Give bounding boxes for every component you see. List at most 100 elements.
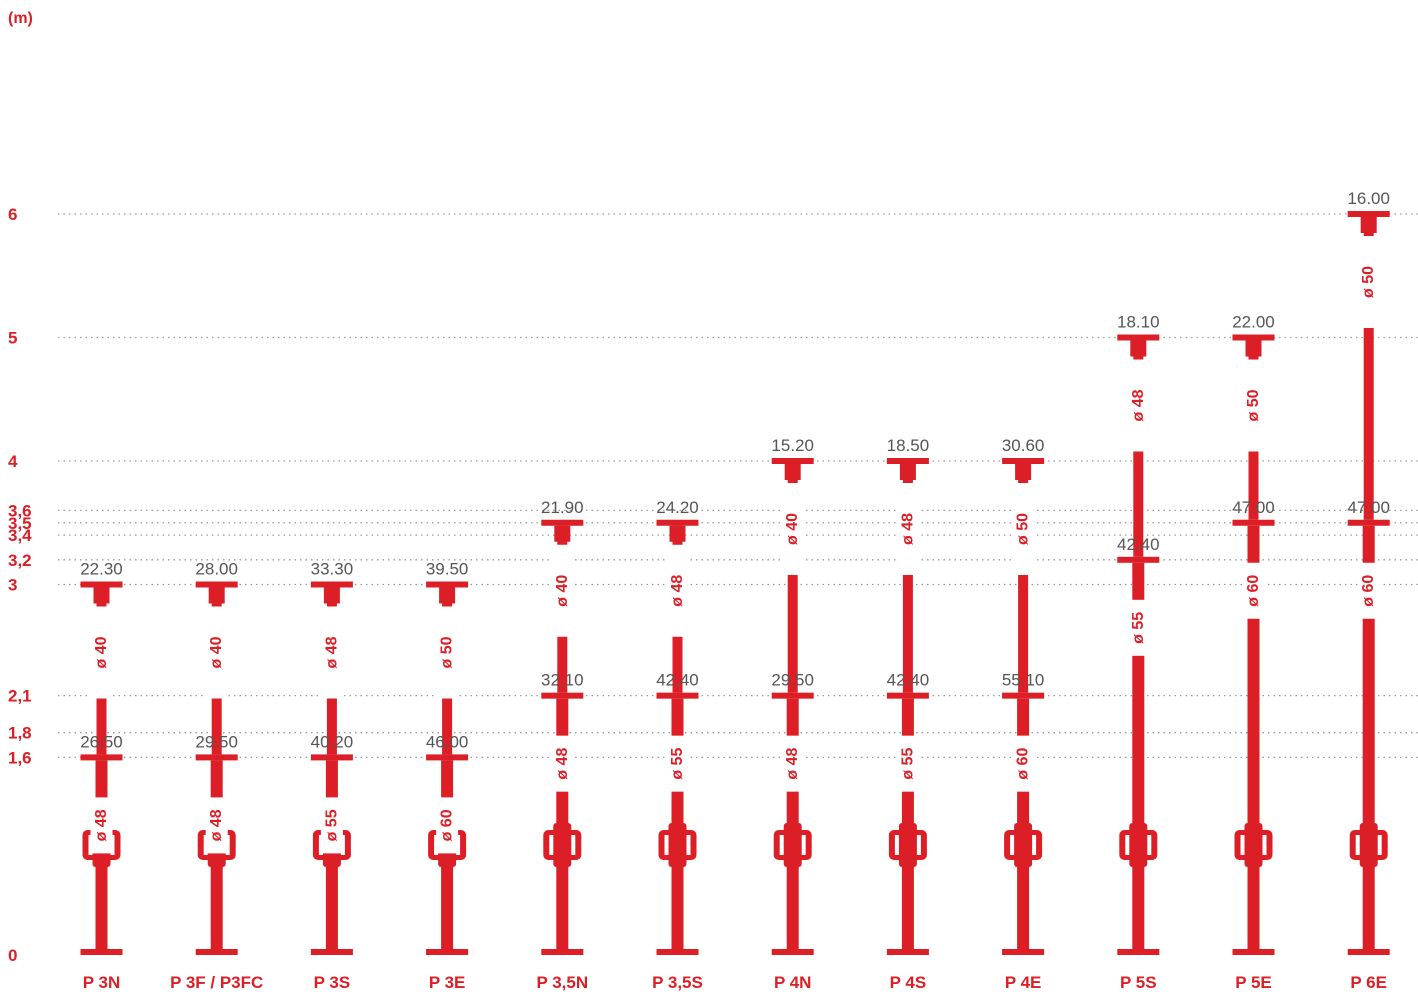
outer-diameter-label: ø 55: [323, 809, 340, 841]
y-tick-label: 3,4: [8, 526, 32, 545]
prop-item: ø 60 ø 50 47.00 16.00: [1347, 189, 1390, 955]
prop-name: P 3E: [429, 973, 466, 992]
y-tick-label: 0: [8, 946, 17, 965]
min-height-value: 46.00: [426, 732, 469, 751]
min-height-value: 47.00: [1347, 498, 1390, 517]
prop-name: P 3F / P3FC: [170, 973, 263, 992]
prop-item: ø 48 ø 40 26.50 22.30: [80, 560, 123, 955]
base-plate: [1347, 949, 1390, 955]
collar-gap: [779, 835, 786, 855]
max-height-cap: [1117, 334, 1160, 341]
min-height-value: 29.50: [195, 732, 238, 751]
max-height-value: 16.00: [1347, 189, 1390, 208]
inner-diameter-label: ø 50: [439, 636, 456, 668]
min-height-cap: [656, 692, 699, 699]
collar-core: [668, 823, 687, 867]
min-height-cap: [195, 754, 238, 761]
label-gap: [781, 735, 804, 792]
inner-diameter-label: ø 48: [669, 575, 686, 607]
max-height-cap: [541, 519, 584, 526]
min-height-cap: [310, 754, 353, 761]
base-plate: [80, 949, 123, 955]
max-height-value: 18.10: [1117, 313, 1160, 332]
max-height-value: 30.60: [1002, 436, 1045, 455]
max-height-cap: [310, 581, 353, 588]
max-height-value: 24.20: [656, 498, 699, 517]
cap-stub: [1360, 217, 1377, 233]
collar-gap: [1260, 835, 1267, 855]
max-height-value: 15.20: [771, 436, 814, 455]
min-height-cap: [1232, 519, 1275, 526]
prop-item: ø 55 ø 48 40.20 33.30: [310, 560, 353, 955]
base-plate: [1232, 949, 1275, 955]
max-height-value: 22.30: [80, 560, 123, 579]
collar-gap: [894, 835, 901, 855]
prop-item: ø 48 ø 40 29.50 15.20: [771, 436, 814, 955]
outer-diameter-label: ø 55: [669, 748, 686, 780]
label-gap: [90, 797, 113, 854]
inner-tube: [1018, 464, 1029, 693]
collar-gap: [1145, 835, 1152, 855]
prop-item: ø 55 ø 48 42.40 18.10: [1117, 313, 1160, 955]
max-height-value: 39.50: [426, 560, 469, 579]
collar-core: [1014, 823, 1033, 867]
outer-diameter-label: ø 60: [1245, 575, 1262, 607]
inner-diameter-label: ø 40: [784, 513, 801, 545]
y-tick-label: 1,6: [8, 748, 32, 767]
max-height-cap: [1232, 334, 1275, 341]
min-height-value: 42.40: [1117, 535, 1160, 554]
cap-stub: [93, 587, 110, 604]
label-gap: [1242, 359, 1265, 452]
base-plate: [886, 949, 929, 955]
max-height-cap: [1347, 211, 1390, 217]
min-height-cap: [426, 754, 469, 761]
label-gap: [666, 544, 689, 637]
prop-name: P 4N: [774, 973, 812, 992]
prop-item: ø 48 ø 40 29.50 28.00: [195, 560, 238, 955]
cap-stub: [1130, 340, 1147, 357]
collar-gap: [1125, 835, 1132, 855]
label-gap: [320, 797, 343, 854]
outer-diameter-label: ø 55: [899, 748, 916, 780]
label-gap: [1357, 236, 1380, 328]
label-gap: [436, 797, 459, 854]
inner-tube: [1363, 217, 1374, 520]
prop-item: ø 55 ø 48 42.40 24.20: [656, 498, 699, 955]
base-plate: [656, 949, 699, 955]
collar-core: [553, 823, 572, 867]
outer-diameter-label: ø 48: [554, 748, 571, 780]
prop-item: ø 60 ø 50 55.10 30.60: [1002, 436, 1045, 955]
max-height-value: 21.90: [541, 498, 584, 517]
label-gap: [90, 606, 113, 699]
outer-diameter-label: ø 55: [1130, 612, 1147, 644]
unit-label: (m): [8, 10, 33, 27]
collar-gap: [1010, 835, 1017, 855]
label-gap: [1012, 735, 1035, 792]
min-height-cap: [1002, 692, 1045, 699]
inner-diameter-label: ø 50: [1015, 513, 1032, 545]
prop-item: ø 55 ø 48 42.40 18.50: [886, 436, 929, 955]
cap-stub: [1015, 464, 1032, 480]
label-gap: [1127, 599, 1150, 656]
cap-stub: [669, 525, 686, 542]
min-height-value: 55.10: [1002, 671, 1045, 690]
min-height-cap: [1117, 556, 1160, 563]
base-plate: [426, 949, 469, 955]
cap-stub: [554, 525, 571, 542]
base-plate: [1002, 949, 1045, 955]
min-height-cap: [541, 692, 584, 699]
outer-diameter-label: ø 60: [1360, 575, 1377, 607]
inner-diameter-label: ø 40: [208, 636, 225, 668]
inner-diameter-label: ø 48: [899, 513, 916, 545]
prop-item: ø 60 ø 50 46.00 39.50: [426, 560, 469, 955]
collar-core: [1129, 823, 1148, 867]
label-gap: [320, 606, 343, 699]
collar-gap: [1355, 835, 1362, 855]
y-tick-label: 3,6: [8, 501, 32, 520]
collar-gap: [664, 835, 671, 855]
min-height-value: 42.40: [656, 671, 699, 690]
outer-diameter-label: ø 48: [784, 748, 801, 780]
base-plate: [310, 949, 353, 955]
label-gap: [551, 735, 574, 792]
